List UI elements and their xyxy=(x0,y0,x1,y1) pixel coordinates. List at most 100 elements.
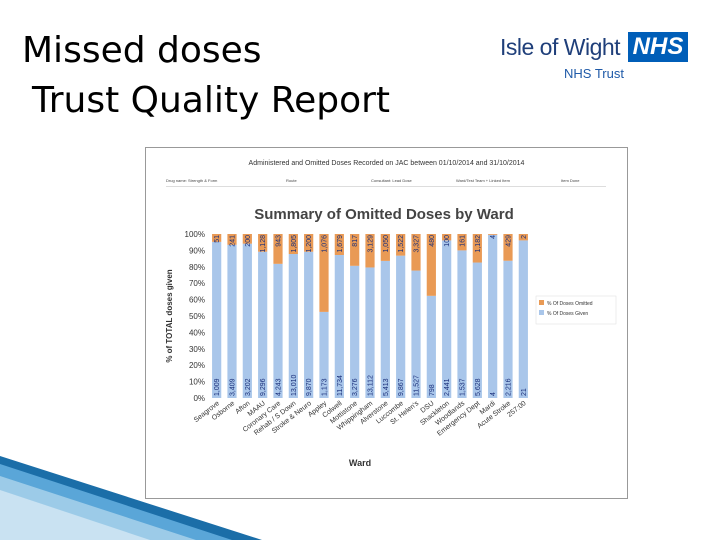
y-tick-label: 60% xyxy=(189,296,205,305)
bar-doses-omitted xyxy=(518,234,528,241)
data-label-given: 9,870 xyxy=(306,378,313,396)
data-label-omitted: 1,200 xyxy=(306,235,313,253)
legend-swatch-given xyxy=(539,310,544,315)
bar-doses-given xyxy=(273,263,283,398)
data-label-given: 4,243 xyxy=(276,378,283,396)
bar-doses-omitted xyxy=(411,234,421,271)
bar-doses-omitted xyxy=(273,234,283,264)
data-label-given: 4 xyxy=(490,392,497,396)
data-label-omitted: 1,679 xyxy=(337,235,344,253)
slide-title-line-1: Missed doses xyxy=(22,30,262,71)
data-label-given: 3,276 xyxy=(352,378,359,396)
bar-doses-given xyxy=(488,234,498,398)
data-label-given: 2,441 xyxy=(444,378,451,396)
decorative-stripes xyxy=(0,456,262,540)
data-label-omitted: 4 xyxy=(490,235,497,239)
chart-title: Summary of Omitted Doses by Ward xyxy=(254,206,514,223)
bar-doses-omitted xyxy=(365,234,375,268)
report-param: Ward/Test Team + Linked Item xyxy=(456,178,510,183)
data-label-omitted: 100 xyxy=(444,235,451,247)
bar-doses-omitted xyxy=(242,234,252,244)
bar-doses-given xyxy=(426,295,436,398)
data-label-given: 11,527 xyxy=(414,375,421,396)
bar-doses-omitted xyxy=(288,234,298,255)
nhs-logo-mark: NHS xyxy=(628,32,688,62)
bar-doses-given xyxy=(319,311,329,398)
data-label-given: 9,867 xyxy=(398,378,405,396)
legend-swatch-omitted xyxy=(539,300,544,305)
data-label-given: 11,734 xyxy=(337,375,344,396)
y-tick-label: 10% xyxy=(189,378,205,387)
data-label-given: 1,009 xyxy=(214,378,221,396)
data-label-omitted: 1,182 xyxy=(475,235,482,253)
omitted-doses-chart: Summary of Omitted Doses by Ward 0% 10% 20%… xyxy=(165,206,617,468)
data-label-given: 13,010 xyxy=(291,374,298,396)
y-tick-label: 30% xyxy=(189,345,205,354)
data-label-given: 1,173 xyxy=(322,378,329,396)
data-label-omitted: 1,050 xyxy=(383,235,390,253)
bar-doses-given xyxy=(288,254,298,398)
y-tick-label: 40% xyxy=(189,328,205,337)
bar-doses-omitted xyxy=(304,234,314,252)
bar-doses-given xyxy=(518,240,528,398)
data-label-given: 5,413 xyxy=(383,378,390,396)
bar-doses-given xyxy=(380,260,390,398)
x-axis-label: Ward xyxy=(349,458,371,468)
data-label-given: 21 xyxy=(521,388,528,396)
bar-doses-omitted xyxy=(442,234,452,241)
bar-doses-omitted xyxy=(503,234,513,261)
bar-doses-given xyxy=(472,262,482,398)
bar-doses-omitted xyxy=(212,234,222,242)
y-tick-label: 100% xyxy=(185,230,205,239)
report-params: Drug name: Strength & Form Route Consult… xyxy=(166,178,606,187)
y-tick-label: 50% xyxy=(189,312,205,321)
data-label-omitted: 1,805 xyxy=(291,235,298,253)
y-tick-label: 70% xyxy=(189,279,205,288)
bar-doses-given xyxy=(212,241,222,398)
logo-trust-name: NHS Trust xyxy=(564,66,624,81)
report-param: Consultant: Lead Dose xyxy=(371,178,412,183)
data-label-given: 13,112 xyxy=(368,375,375,396)
y-tick-label: 0% xyxy=(193,394,205,403)
bar-doses-given xyxy=(503,260,513,398)
bar-doses-given xyxy=(350,265,360,398)
report-param: Item Done xyxy=(561,178,580,183)
bar-doses-given xyxy=(396,255,406,398)
data-label-omitted: 429 xyxy=(506,235,513,247)
y-tick-label: 80% xyxy=(189,263,205,272)
bar-doses-given xyxy=(334,254,344,398)
data-label-given: 3,409 xyxy=(230,378,237,396)
legend-label-omitted: % Of Doses Omitted xyxy=(547,301,593,307)
data-label-omitted: 1,522 xyxy=(398,235,405,253)
slide-title: Missed doses Trust Quality Report xyxy=(22,26,390,126)
bar-doses-omitted xyxy=(227,234,237,245)
report-header: Administered and Omitted Doses Recorded … xyxy=(248,160,525,167)
y-tick-label: 90% xyxy=(189,246,205,255)
data-label-omitted: 2 xyxy=(521,235,528,239)
data-label-given: 2,216 xyxy=(506,378,513,396)
bar-doses-given xyxy=(442,240,452,398)
bar-doses-omitted xyxy=(350,234,360,266)
bar-doses-given xyxy=(365,267,375,398)
data-label-omitted: 3,327 xyxy=(414,235,421,253)
legend-box xyxy=(535,295,617,325)
bar-doses-omitted xyxy=(488,234,498,235)
data-label-given: 9,296 xyxy=(260,378,267,396)
bar-doses-given xyxy=(242,243,252,398)
data-label-omitted: 51 xyxy=(214,235,221,243)
bar-doses-omitted xyxy=(426,234,436,296)
bar-doses-omitted xyxy=(472,234,482,263)
bar-doses-omitted xyxy=(319,234,329,312)
data-label-omitted: 480 xyxy=(429,235,436,247)
bar-doses-omitted xyxy=(457,234,467,251)
y-tick-label: 20% xyxy=(189,361,205,370)
report-param: Drug name: Strength & Form xyxy=(166,178,218,183)
bar-doses-given xyxy=(227,244,237,398)
bar-doses-omitted xyxy=(258,234,268,252)
data-label-omitted: 241 xyxy=(230,235,237,247)
data-label-omitted: 817 xyxy=(352,235,359,247)
bar-doses-given xyxy=(258,251,268,398)
slide-title-line-2: Trust Quality Report xyxy=(32,80,391,121)
nhs-trust-logo: Isle of Wight NHS NHS Trust xyxy=(500,32,692,82)
data-label-omitted: 3,129 xyxy=(368,235,375,253)
